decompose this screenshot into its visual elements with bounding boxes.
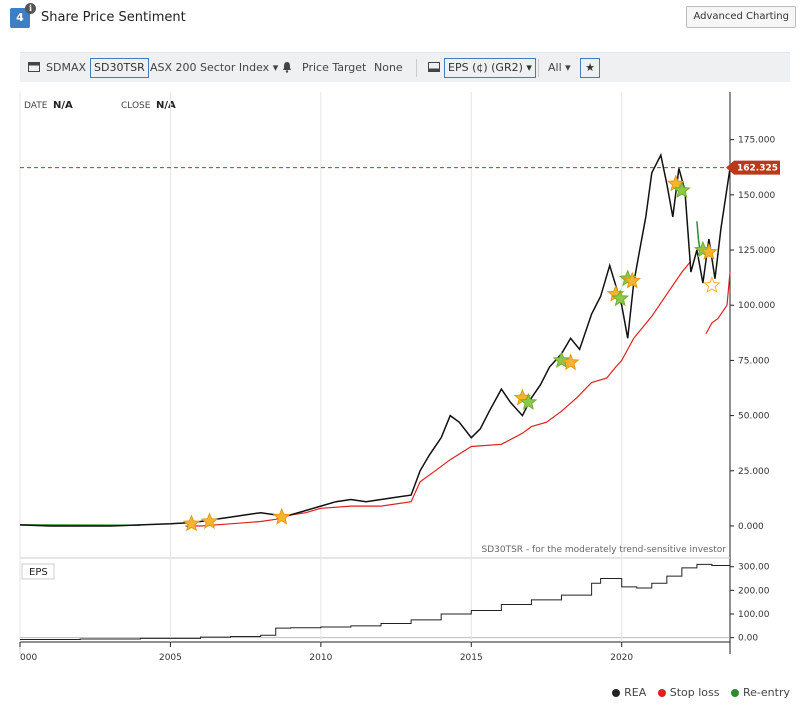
stop-loss-line bbox=[185, 260, 692, 527]
toolbar-divider bbox=[416, 59, 417, 77]
x-tick-label: 000 bbox=[20, 653, 37, 663]
table-icon[interactable] bbox=[28, 53, 40, 83]
panel-icon[interactable] bbox=[428, 53, 440, 83]
sector-label: ASX 200 Sector Index bbox=[150, 61, 270, 74]
eps-select-label: EPS (¢) (GR2) bbox=[448, 61, 523, 74]
signal-star-icon[interactable] bbox=[552, 351, 571, 369]
signal-star-icon[interactable] bbox=[666, 174, 685, 192]
re-entry-line bbox=[696, 221, 701, 251]
stop-loss-line bbox=[705, 272, 731, 335]
widget-number-badge: 4 bbox=[10, 8, 30, 28]
y-tick-label: 75.000 bbox=[738, 356, 770, 366]
y-tick-label: 0.000 bbox=[738, 522, 764, 532]
signal-star-icon[interactable] bbox=[200, 512, 219, 530]
y-tick-label: 50.000 bbox=[738, 412, 770, 422]
chevron-down-icon: ▾ bbox=[565, 61, 571, 74]
signal-star-icon[interactable] bbox=[182, 514, 201, 532]
last-price-tag: 162.325 bbox=[726, 160, 780, 175]
date-label: DATE bbox=[24, 101, 48, 111]
legend-item-stop-loss[interactable]: Stop loss bbox=[669, 686, 720, 699]
sector-select[interactable]: ASX 200 Sector Index ▾ bbox=[150, 53, 278, 83]
date-value: N/A bbox=[53, 100, 73, 111]
legend-item-rea[interactable]: REA bbox=[624, 686, 647, 699]
legend-item-re-entry[interactable]: Re-entry bbox=[743, 686, 790, 699]
eps-select[interactable]: EPS (¢) (GR2) ▾ bbox=[444, 58, 536, 78]
info-icon[interactable]: i bbox=[25, 3, 36, 14]
chart-footnote: SD30TSR - for the moderately trend-sensi… bbox=[482, 545, 727, 555]
bell-icon[interactable] bbox=[282, 53, 292, 83]
eps-y-tick-label: 300.00 bbox=[738, 563, 770, 573]
close-value: N/A bbox=[156, 100, 176, 111]
signal-star-icon[interactable] bbox=[700, 242, 718, 260]
chart-area: DATE N/A CLOSE N/A 0.000 25.000 50.000 75.0… bbox=[19, 92, 780, 663]
eps-panel-label: EPS bbox=[29, 567, 48, 578]
eps-y-tick-label: 100.00 bbox=[738, 610, 770, 620]
widget-title: Share Price Sentiment bbox=[41, 10, 186, 25]
chevron-down-icon: ▾ bbox=[526, 61, 532, 74]
y-tick-label: 25.000 bbox=[738, 467, 770, 477]
price-target-value[interactable]: None bbox=[374, 61, 403, 74]
x-tick-label: 2010 bbox=[309, 653, 332, 663]
eps-y-tick-label: 0.00 bbox=[738, 634, 758, 644]
legend-dot-stop-loss bbox=[657, 689, 666, 697]
signal-star-icon[interactable] bbox=[673, 181, 691, 199]
advanced-charting-button[interactable]: Advanced Charting bbox=[686, 6, 796, 28]
eps-panel-label-box bbox=[21, 563, 55, 580]
chevron-down-icon: ▾ bbox=[272, 61, 279, 74]
eps-line bbox=[20, 563, 731, 641]
legend-dot-rea bbox=[612, 689, 621, 697]
range-select[interactable]: All ▾ bbox=[548, 53, 571, 83]
toolbar-divider bbox=[538, 59, 539, 77]
legend-dot-re-entry bbox=[731, 689, 740, 697]
x-tick-label: 2005 bbox=[159, 653, 182, 663]
price-line bbox=[19, 152, 731, 527]
signal-star-icon[interactable] bbox=[623, 271, 642, 289]
y-tick-label: 125.000 bbox=[738, 246, 775, 256]
model-select[interactable]: SD30TSR bbox=[90, 58, 149, 78]
eps-y-tick-label: 200.00 bbox=[738, 586, 770, 596]
price-chart: DATE N/A CLOSE N/A 0.000 25.000 50.000 75.0… bbox=[19, 92, 780, 663]
signal-star-icon[interactable] bbox=[272, 507, 291, 525]
chart-legend: REA Stop loss Re-entry bbox=[604, 686, 790, 699]
range-label: All bbox=[548, 61, 562, 74]
x-tick-label: 2015 bbox=[460, 653, 483, 663]
star-icon[interactable]: ★ bbox=[580, 58, 600, 78]
close-label: CLOSE bbox=[121, 101, 151, 111]
y-tick-label: 100.000 bbox=[738, 301, 775, 311]
y-tick-label: 175.000 bbox=[738, 136, 775, 146]
y-tick-label: 150.000 bbox=[738, 191, 775, 201]
price-target-label: Price Target bbox=[302, 61, 367, 74]
signal-star-icon[interactable] bbox=[703, 276, 721, 293]
x-tick-label: 2020 bbox=[610, 653, 633, 663]
signal-star-icon[interactable] bbox=[611, 289, 630, 307]
last-price-label: 162.325 bbox=[737, 164, 778, 174]
chart-toolbar: SDMAX SD30TSR ASX 200 Sector Index ▾ Pri… bbox=[20, 52, 790, 82]
index-label[interactable]: SDMAX bbox=[46, 61, 87, 74]
signal-star-icon[interactable] bbox=[519, 392, 538, 410]
signal-star-icon[interactable] bbox=[561, 353, 580, 371]
widget-header: 4 i Share Price Sentiment Advanced Chart… bbox=[0, 0, 800, 36]
last-price-tag-shape bbox=[726, 160, 780, 175]
